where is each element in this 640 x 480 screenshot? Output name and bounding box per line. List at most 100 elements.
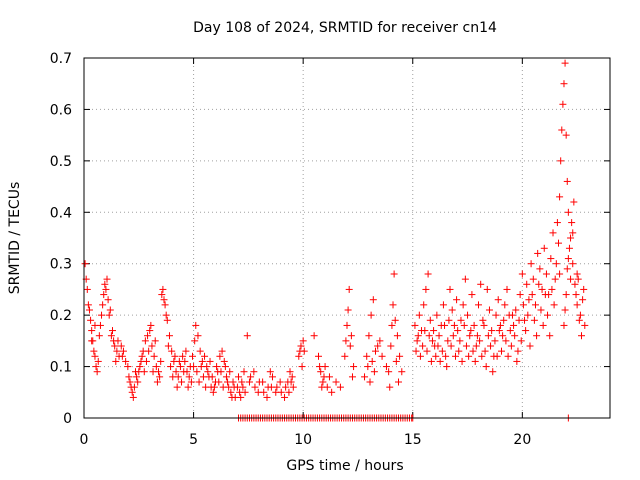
data-point — [94, 357, 102, 365]
data-point — [576, 311, 584, 319]
y-tick-label: 0.3 — [50, 257, 72, 273]
data-point — [347, 332, 355, 340]
data-point — [367, 311, 375, 319]
data-point — [133, 373, 141, 381]
data-point — [396, 352, 404, 360]
data-point — [421, 327, 429, 335]
data-point — [467, 327, 475, 335]
data-point — [572, 291, 580, 299]
data-point — [92, 363, 100, 371]
data-point — [172, 368, 180, 376]
data-point — [575, 316, 583, 324]
data-point — [499, 332, 507, 340]
data-point — [215, 378, 223, 386]
data-point — [241, 388, 249, 396]
data-point — [199, 373, 207, 381]
data-point — [204, 368, 212, 376]
data-point — [259, 378, 267, 386]
data-point — [469, 347, 477, 355]
data-point — [540, 244, 548, 252]
data-point — [99, 301, 107, 309]
data-point — [557, 157, 565, 165]
data-point — [562, 291, 570, 299]
data-point — [449, 332, 457, 340]
data-point — [538, 285, 546, 293]
data-point — [160, 296, 168, 304]
data-point — [218, 347, 226, 355]
data-point — [317, 368, 325, 376]
x-tick-label: 15 — [404, 432, 422, 448]
data-point — [81, 260, 89, 268]
data-point — [173, 383, 181, 391]
data-point — [371, 347, 379, 355]
data-point — [498, 347, 506, 355]
data-point — [395, 378, 403, 386]
y-tick-label: 0.6 — [50, 102, 72, 118]
data-point — [285, 388, 293, 396]
data-point — [534, 249, 542, 257]
data-point — [571, 280, 579, 288]
data-point — [562, 131, 570, 139]
data-point — [386, 383, 394, 391]
data-point — [268, 373, 276, 381]
data-point — [209, 388, 217, 396]
data-point — [578, 332, 586, 340]
data-point — [164, 342, 172, 350]
data-point — [514, 347, 522, 355]
data-point — [222, 373, 230, 381]
data-point — [169, 373, 177, 381]
data-point — [192, 321, 200, 329]
data-point — [446, 285, 454, 293]
data-point — [91, 352, 99, 360]
data-point — [159, 285, 167, 293]
data-point — [226, 368, 234, 376]
data-point — [328, 388, 336, 396]
data-point — [296, 347, 304, 355]
data-point — [297, 342, 305, 350]
data-point — [287, 378, 295, 386]
data-point — [101, 280, 109, 288]
data-point — [156, 373, 164, 381]
data-point — [515, 316, 523, 324]
data-point — [413, 337, 421, 345]
data-point — [111, 342, 119, 350]
data-point — [239, 383, 247, 391]
data-point — [488, 327, 496, 335]
data-point — [295, 352, 303, 360]
x-tick-label: 0 — [80, 432, 89, 448]
data-point — [524, 311, 532, 319]
data-point — [573, 301, 581, 309]
data-point — [554, 239, 562, 247]
data-point — [553, 219, 561, 227]
y-tick-label: 0.4 — [50, 205, 72, 221]
data-point — [206, 357, 214, 365]
data-point — [180, 368, 188, 376]
data-point — [266, 368, 274, 376]
data-point — [436, 357, 444, 365]
data-point — [217, 368, 225, 376]
data-point — [145, 347, 153, 355]
data-point — [108, 327, 116, 335]
data-point — [387, 342, 395, 350]
data-point — [150, 352, 158, 360]
data-point — [117, 342, 125, 350]
data-point — [523, 280, 531, 288]
data-point — [573, 270, 581, 278]
grid — [84, 58, 610, 418]
data-point — [152, 363, 160, 371]
x-tick-label: 20 — [513, 432, 531, 448]
data-point — [132, 368, 140, 376]
y-axis-label: SRMTID / TECUs — [7, 182, 23, 295]
data-point — [448, 306, 456, 314]
data-point — [157, 357, 165, 365]
data-point — [105, 311, 113, 319]
data-point — [416, 352, 424, 360]
data-point — [240, 368, 248, 376]
data-point — [382, 363, 390, 371]
data-point — [112, 357, 120, 365]
data-point — [580, 285, 588, 293]
data-point — [574, 275, 582, 283]
data-point — [441, 321, 449, 329]
data-point — [442, 352, 450, 360]
data-point — [95, 332, 103, 340]
